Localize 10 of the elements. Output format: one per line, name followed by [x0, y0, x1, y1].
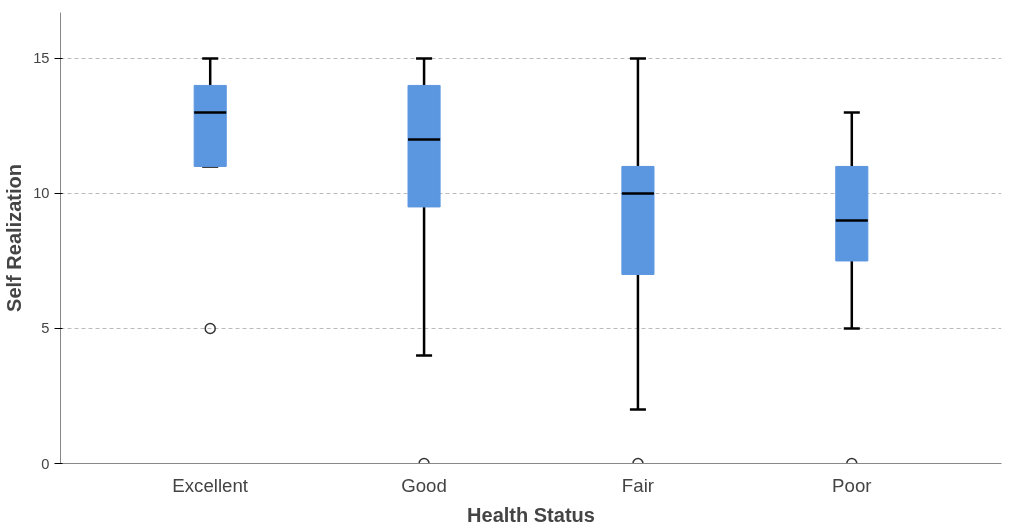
x-tick-label: Poor	[832, 474, 872, 496]
y-tick-label: 15	[33, 50, 50, 67]
y-axis-title: Self Realization	[3, 164, 26, 312]
x-tick-label: Good	[401, 474, 447, 496]
y-tick-label: 10	[33, 185, 50, 202]
x-axis-title: Health Status	[467, 503, 595, 526]
y-tick-label: 5	[41, 320, 50, 337]
y-tick-label: 0	[41, 455, 50, 472]
x-tick-label: Excellent	[172, 474, 249, 496]
x-tick-label: Fair	[621, 474, 655, 496]
